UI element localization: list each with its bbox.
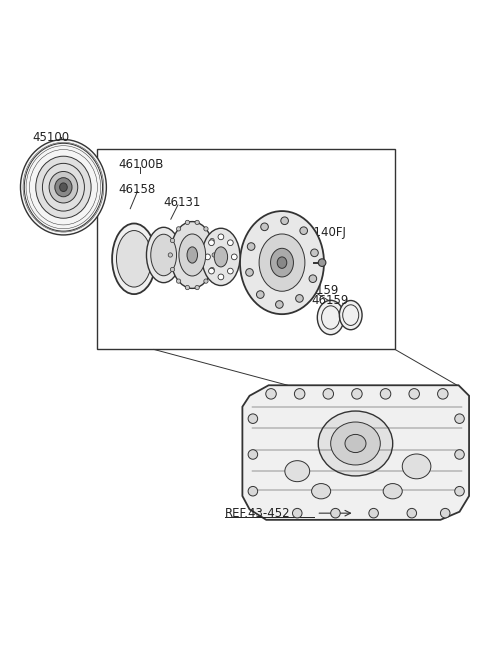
Ellipse shape <box>187 247 198 263</box>
Circle shape <box>292 508 302 518</box>
Ellipse shape <box>271 249 293 277</box>
Ellipse shape <box>285 461 310 482</box>
Circle shape <box>248 487 258 496</box>
Circle shape <box>204 227 208 231</box>
Circle shape <box>195 220 199 224</box>
Circle shape <box>300 227 308 234</box>
Circle shape <box>248 450 258 459</box>
Ellipse shape <box>112 224 156 294</box>
Circle shape <box>455 450 464 459</box>
Circle shape <box>185 285 190 290</box>
Ellipse shape <box>117 230 152 287</box>
Text: REF.43-452: REF.43-452 <box>225 506 290 520</box>
Circle shape <box>323 388 334 399</box>
Circle shape <box>441 508 450 518</box>
Ellipse shape <box>151 234 177 276</box>
Circle shape <box>177 227 181 231</box>
Ellipse shape <box>55 178 72 197</box>
Circle shape <box>455 487 464 496</box>
Circle shape <box>212 253 216 257</box>
Ellipse shape <box>312 483 331 499</box>
Ellipse shape <box>170 222 214 289</box>
Ellipse shape <box>383 483 402 499</box>
Text: 46100B: 46100B <box>118 158 164 171</box>
Ellipse shape <box>318 411 393 476</box>
Text: 46159: 46159 <box>301 284 338 297</box>
Circle shape <box>218 234 224 239</box>
Text: 45100: 45100 <box>33 131 70 144</box>
Ellipse shape <box>317 300 344 335</box>
Circle shape <box>209 240 215 245</box>
Circle shape <box>195 285 199 290</box>
Circle shape <box>256 291 264 298</box>
Ellipse shape <box>146 228 181 283</box>
Circle shape <box>261 223 268 231</box>
Circle shape <box>204 254 210 260</box>
Ellipse shape <box>214 247 228 267</box>
Ellipse shape <box>21 140 107 235</box>
Circle shape <box>296 295 303 302</box>
Text: 46131: 46131 <box>164 196 201 209</box>
Ellipse shape <box>402 454 431 479</box>
Circle shape <box>210 238 214 243</box>
Circle shape <box>309 275 317 283</box>
Ellipse shape <box>277 257 287 268</box>
Ellipse shape <box>202 228 240 285</box>
Circle shape <box>276 300 283 308</box>
Circle shape <box>218 274 224 280</box>
Text: 1140FJ: 1140FJ <box>307 226 347 239</box>
Circle shape <box>248 414 258 423</box>
Circle shape <box>209 268 215 274</box>
Circle shape <box>380 388 391 399</box>
Ellipse shape <box>339 300 362 330</box>
Circle shape <box>228 268 233 274</box>
Circle shape <box>210 268 214 272</box>
Ellipse shape <box>36 156 91 218</box>
Circle shape <box>204 279 208 283</box>
Circle shape <box>185 220 190 224</box>
Text: 46158: 46158 <box>118 183 156 196</box>
Circle shape <box>228 240 233 245</box>
Circle shape <box>247 243 255 251</box>
Circle shape <box>294 388 305 399</box>
Circle shape <box>318 259 326 266</box>
Text: 46159: 46159 <box>312 294 349 307</box>
Ellipse shape <box>331 422 380 465</box>
Ellipse shape <box>259 234 305 291</box>
Circle shape <box>331 508 340 518</box>
Ellipse shape <box>179 234 205 276</box>
Polygon shape <box>242 385 469 520</box>
Circle shape <box>407 508 417 518</box>
Circle shape <box>231 254 237 260</box>
Circle shape <box>369 508 378 518</box>
Circle shape <box>170 238 175 243</box>
Circle shape <box>170 268 175 272</box>
Circle shape <box>177 279 181 283</box>
Circle shape <box>352 388 362 399</box>
Circle shape <box>438 388 448 399</box>
Circle shape <box>455 414 464 423</box>
Circle shape <box>311 249 318 256</box>
Circle shape <box>281 217 288 224</box>
Circle shape <box>409 388 420 399</box>
Ellipse shape <box>345 434 366 453</box>
Ellipse shape <box>49 171 78 203</box>
Circle shape <box>246 268 253 276</box>
Circle shape <box>168 253 172 257</box>
Bar <box>97 149 395 350</box>
Ellipse shape <box>60 183 67 192</box>
Ellipse shape <box>240 211 324 314</box>
Circle shape <box>266 388 276 399</box>
